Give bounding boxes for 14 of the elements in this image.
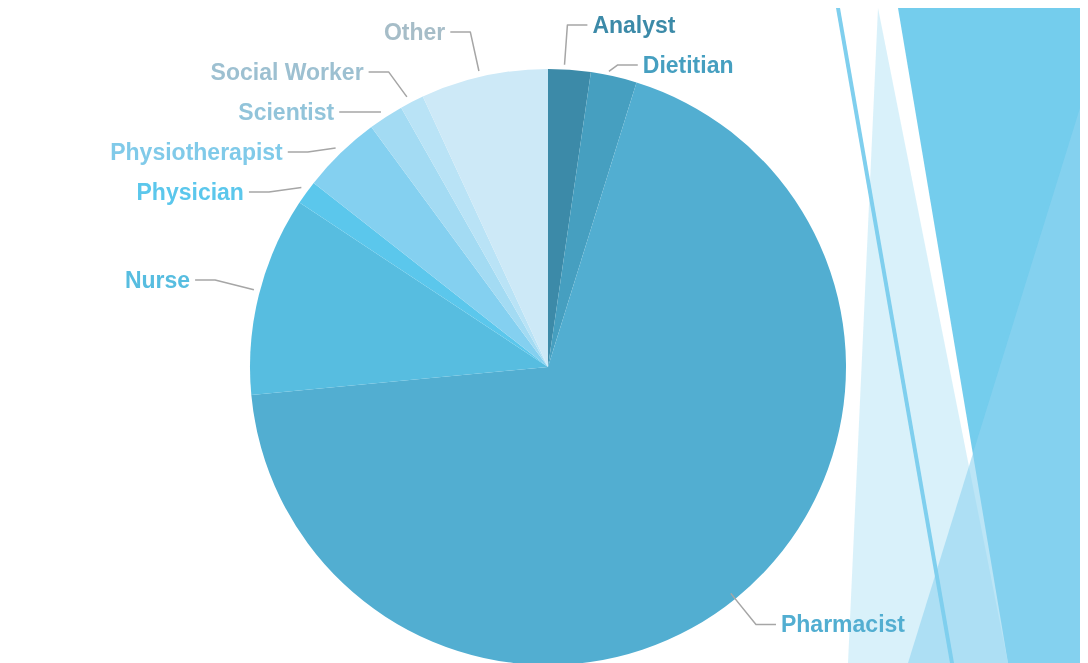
slice-label: Other	[383, 18, 446, 45]
pie-slice	[371, 107, 548, 367]
slice-label: Dietitian	[642, 51, 734, 78]
slice-label: Pharmacist	[780, 611, 906, 638]
pie-slice	[422, 69, 548, 367]
slice-label: Physiotherapist	[110, 138, 284, 165]
pie-slice	[548, 69, 591, 367]
slice-label: Social Worker	[210, 58, 364, 85]
slice-label: Nurse	[124, 267, 191, 293]
pie-slice	[548, 72, 637, 367]
slice-label: Scientist	[238, 98, 335, 125]
pie-slice	[313, 127, 548, 367]
slice-label: Physician	[136, 178, 244, 205]
slice-label: Analyst	[592, 11, 676, 38]
